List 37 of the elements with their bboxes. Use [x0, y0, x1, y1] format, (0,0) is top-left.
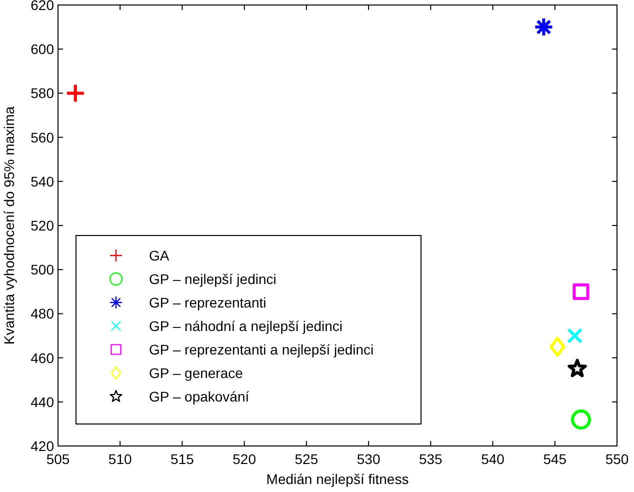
x-tick-label: 540: [481, 451, 505, 467]
y-tick-label: 540: [30, 173, 54, 190]
x-tick-label: 510: [108, 451, 132, 467]
point: [572, 283, 590, 300]
point: [65, 83, 86, 104]
y-tick-label: 480: [30, 306, 54, 322]
point: [570, 410, 591, 430]
y-tick-label: 560: [30, 129, 54, 146]
point: [550, 336, 566, 357]
legend-label: GP – generace: [149, 365, 244, 381]
y-tick-label: 620: [30, 0, 54, 13]
y-tick-label: 460: [30, 350, 54, 366]
y-tick-label: 500: [30, 262, 54, 278]
x-tick-label: 515: [170, 451, 194, 467]
legend-label: GP – nejlepší jedinci: [149, 271, 276, 287]
x-tick-label: 550: [605, 451, 629, 467]
x-tick-label: 535: [418, 451, 443, 467]
y-tick-label: 420: [30, 438, 54, 454]
y-tick-label: 520: [30, 218, 54, 234]
point: [566, 328, 583, 344]
y-tick-label: 440: [30, 394, 54, 410]
legend-label: GA: [149, 248, 170, 264]
y-tick-label: 600: [30, 41, 54, 58]
x-tick-label: 505: [46, 451, 70, 467]
x-axis-title: Medián nejlepší fitness: [266, 471, 409, 487]
x-tick-label: 520: [232, 451, 256, 467]
legend-label: GP – opakování: [149, 388, 250, 404]
legend-label: GP – reprezentanti a nejlepší jedinci: [149, 342, 374, 358]
x-tick-label: 545: [543, 451, 567, 467]
point: [534, 17, 554, 38]
legend-label: GP – náhodní a nejlepší jedinci: [149, 318, 343, 334]
legend-label: GP – reprezentanti: [149, 294, 266, 310]
y-axis-title: Kvantita vyhodnocení do 95% maxima: [1, 106, 17, 345]
point: [568, 358, 587, 378]
x-tick-label: 530: [356, 451, 380, 467]
y-tick-label: 580: [30, 85, 54, 102]
x-tick-label: 525: [294, 451, 318, 467]
